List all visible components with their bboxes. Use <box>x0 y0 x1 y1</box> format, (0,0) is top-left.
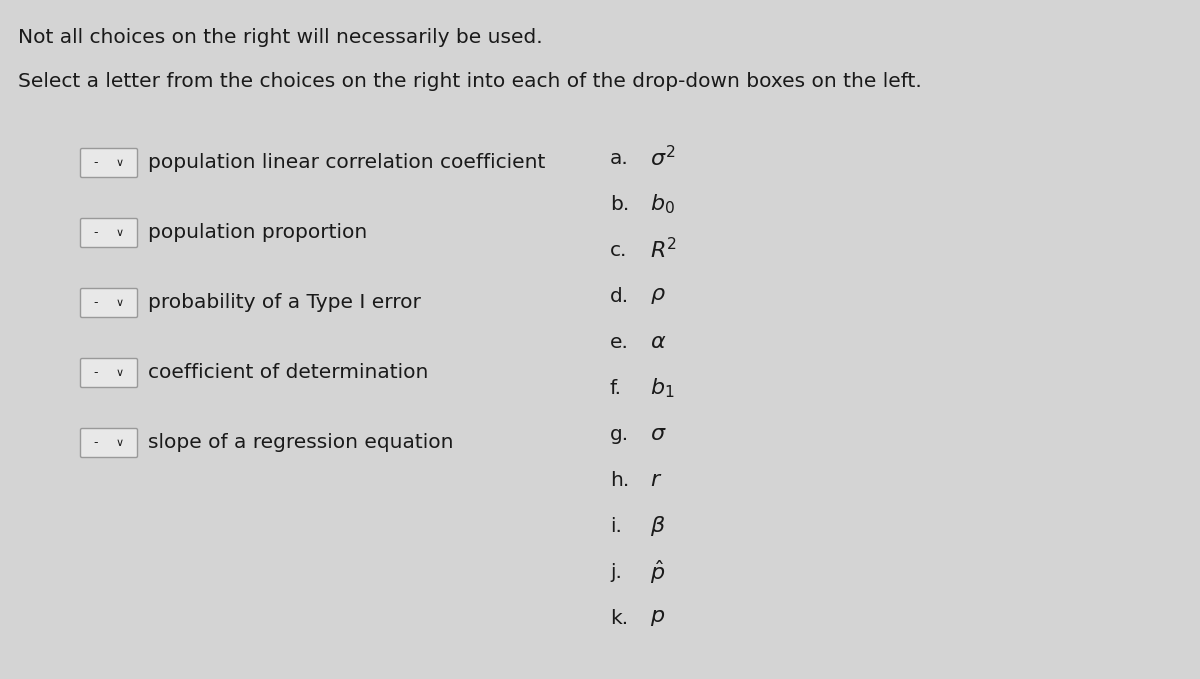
Text: j.: j. <box>610 562 622 581</box>
Text: ∨: ∨ <box>115 438 124 448</box>
Text: -: - <box>94 437 102 449</box>
FancyBboxPatch shape <box>80 149 138 177</box>
Text: ∨: ∨ <box>115 158 124 168</box>
Text: i.: i. <box>610 517 622 536</box>
Text: e.: e. <box>610 333 629 352</box>
Text: ∨: ∨ <box>115 228 124 238</box>
Text: -: - <box>94 367 102 380</box>
Text: f.: f. <box>610 378 622 397</box>
Text: population proportion: population proportion <box>148 223 367 242</box>
Text: -: - <box>94 156 102 170</box>
Text: $\sigma$: $\sigma$ <box>650 424 667 444</box>
Text: c.: c. <box>610 240 628 259</box>
Text: Not all choices on the right will necessarily be used.: Not all choices on the right will necess… <box>18 28 542 47</box>
Text: d.: d. <box>610 287 629 306</box>
Text: population linear correlation coefficient: population linear correlation coefficien… <box>148 153 545 172</box>
Text: $\rho$: $\rho$ <box>650 286 666 306</box>
Text: $\alpha$: $\alpha$ <box>650 332 666 352</box>
Text: $p$: $p$ <box>650 608 665 628</box>
Text: coefficient of determination: coefficient of determination <box>148 363 428 382</box>
Text: $\beta$: $\beta$ <box>650 514 666 538</box>
Text: g.: g. <box>610 424 629 443</box>
Text: a.: a. <box>610 149 629 168</box>
Text: k.: k. <box>610 608 628 627</box>
FancyBboxPatch shape <box>80 289 138 318</box>
Text: $b_1$: $b_1$ <box>650 376 674 400</box>
Text: $R^2$: $R^2$ <box>650 238 677 263</box>
Text: $\hat{p}$: $\hat{p}$ <box>650 558 665 586</box>
Text: b.: b. <box>610 194 629 213</box>
Text: h.: h. <box>610 471 629 490</box>
Text: $\sigma^2$: $\sigma^2$ <box>650 145 676 170</box>
Text: Select a letter from the choices on the right into each of the drop-down boxes o: Select a letter from the choices on the … <box>18 72 922 91</box>
Text: $b_0$: $b_0$ <box>650 192 674 216</box>
Text: ∨: ∨ <box>115 368 124 378</box>
Text: -: - <box>94 297 102 310</box>
Text: -: - <box>94 227 102 240</box>
FancyBboxPatch shape <box>80 359 138 388</box>
FancyBboxPatch shape <box>80 219 138 248</box>
Text: ∨: ∨ <box>115 298 124 308</box>
Text: probability of a Type I error: probability of a Type I error <box>148 293 421 312</box>
Text: slope of a regression equation: slope of a regression equation <box>148 433 454 452</box>
Text: $r$: $r$ <box>650 470 662 490</box>
FancyBboxPatch shape <box>80 428 138 458</box>
